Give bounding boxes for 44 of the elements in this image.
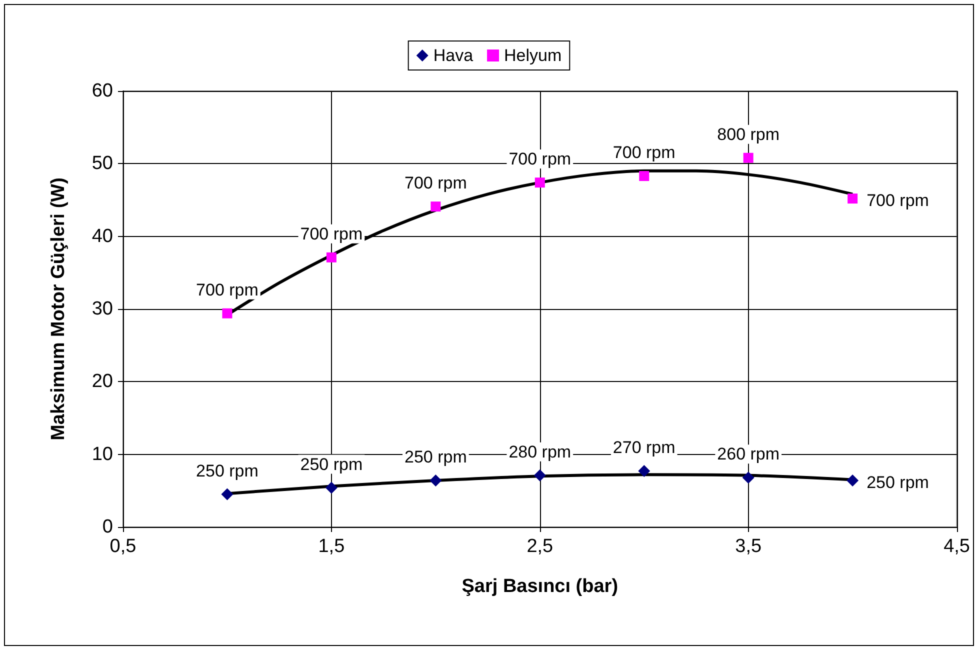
y-tick-label: 40: [92, 226, 113, 247]
point: [638, 465, 650, 478]
point: [639, 171, 650, 182]
annotation: 280 rpm: [508, 442, 572, 462]
point: [430, 202, 441, 212]
y-tick-label: 30: [92, 298, 113, 320]
y-axis-title: Maksimum Motor Güçleri (W): [48, 178, 69, 440]
point: [221, 488, 234, 500]
y-tick-label: 20: [92, 371, 113, 392]
annotation: 700 rpm: [866, 191, 929, 210]
y-tick-label: 0: [102, 516, 113, 538]
x-tick-label: 2,5: [526, 536, 554, 557]
annotation: 700 rpm: [508, 150, 572, 169]
point: [325, 482, 338, 494]
point: [326, 252, 336, 262]
point: [430, 474, 442, 486]
x-tick-label: 1,5: [318, 536, 345, 557]
annotation: 260 rpm: [717, 444, 780, 464]
y-tick-label: 10: [92, 444, 113, 465]
annotation: 700 rpm: [196, 280, 258, 300]
point: [743, 152, 754, 163]
annotation: 250 rpm: [300, 454, 363, 474]
y-tick-label: 50: [92, 153, 113, 174]
annotation: 800 rpm: [717, 124, 780, 144]
x-tick-label: 4,5: [944, 536, 970, 557]
annotation: 270 rpm: [612, 438, 676, 458]
annotation: 250 rpm: [404, 447, 467, 466]
annotation: 700 rpm: [300, 224, 363, 244]
point: [534, 469, 546, 482]
x-tick-label: 0,5: [110, 536, 136, 557]
annotation: 700 rpm: [612, 143, 676, 162]
point: [846, 474, 859, 486]
legend-label: Helyum: [504, 46, 562, 65]
x-axis-title: Şarj Basıncı (bar): [462, 576, 618, 597]
annotation: 700 rpm: [404, 174, 467, 193]
point: [848, 194, 858, 204]
annotation: 250 rpm: [866, 472, 929, 492]
point: [534, 178, 545, 188]
point: [742, 472, 754, 484]
annotation: 250 rpm: [196, 461, 258, 480]
legend-label: Hava: [433, 46, 474, 65]
y-tick-label: 60: [92, 80, 113, 102]
point: [222, 308, 232, 318]
x-tick-label: 3,5: [735, 536, 762, 557]
